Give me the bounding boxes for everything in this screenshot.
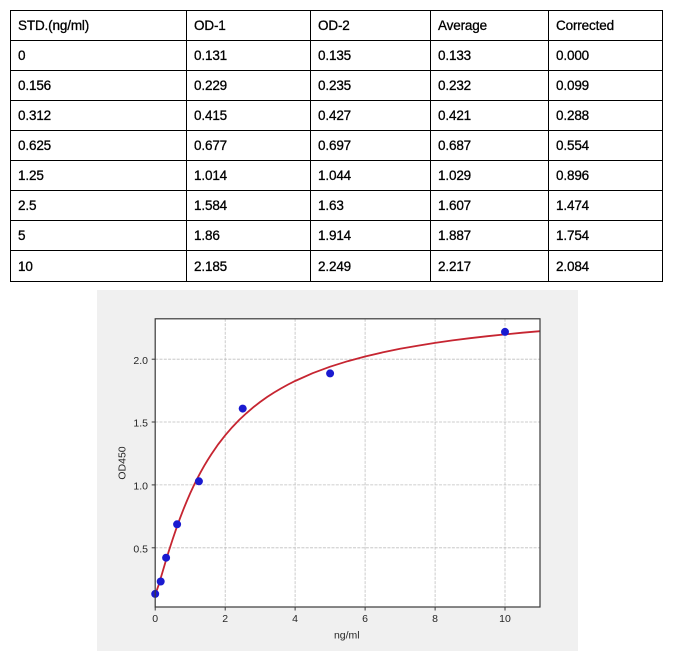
svg-text:4: 4 bbox=[292, 613, 298, 625]
svg-text:2: 2 bbox=[222, 613, 228, 625]
svg-text:6: 6 bbox=[362, 613, 368, 625]
svg-text:1.0: 1.0 bbox=[133, 481, 148, 493]
svg-text:8: 8 bbox=[432, 613, 438, 625]
svg-text:ng/ml: ng/ml bbox=[334, 629, 360, 641]
svg-text:0: 0 bbox=[152, 613, 158, 625]
svg-text:OD450: OD450 bbox=[117, 446, 129, 479]
svg-text:1.5: 1.5 bbox=[133, 418, 148, 430]
svg-text:2.0: 2.0 bbox=[133, 355, 148, 367]
svg-text:10: 10 bbox=[499, 613, 511, 625]
svg-text:0.5: 0.5 bbox=[133, 544, 148, 556]
